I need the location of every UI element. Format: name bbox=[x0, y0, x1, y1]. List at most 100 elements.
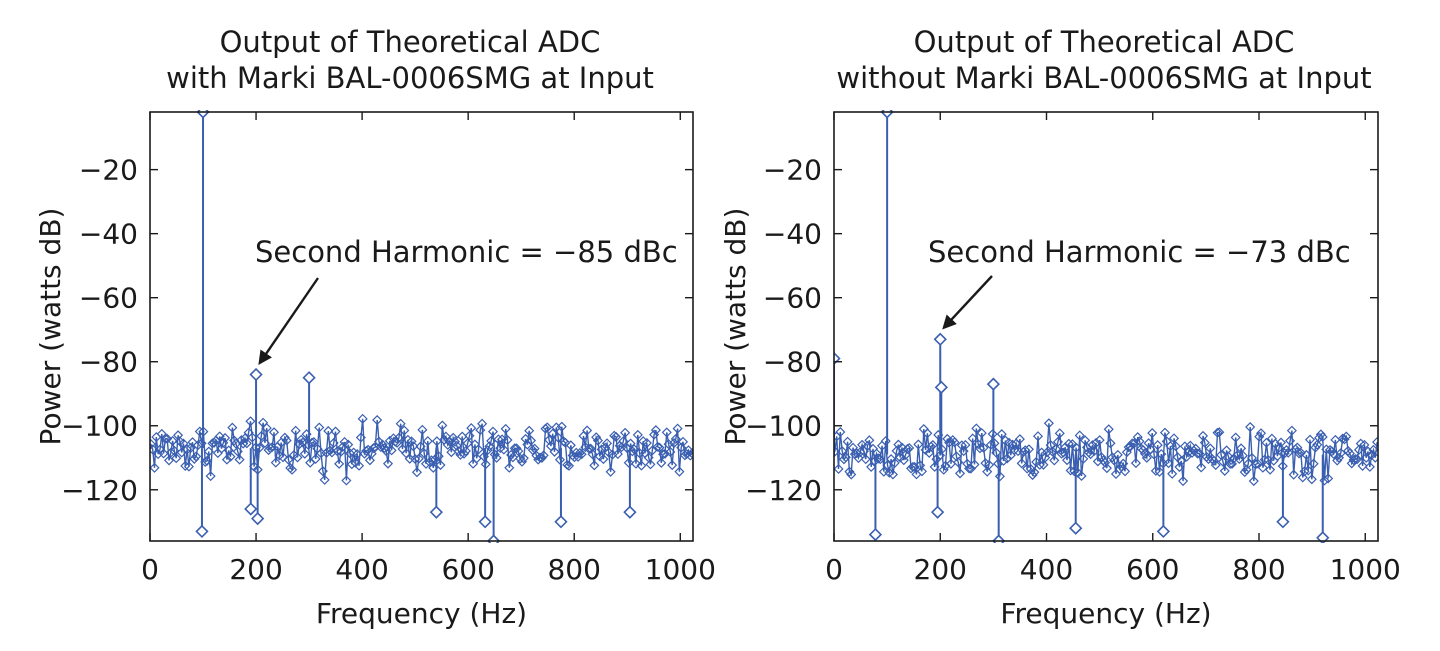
noise-marker bbox=[1152, 440, 1163, 451]
noise-marker bbox=[277, 452, 289, 463]
noise-marker bbox=[330, 426, 341, 437]
noise-marker bbox=[1308, 458, 1319, 469]
noise-marker bbox=[1076, 470, 1087, 482]
noise-marker bbox=[1020, 445, 1031, 456]
x-tick-label: 800 bbox=[547, 553, 600, 586]
noise-marker bbox=[1208, 455, 1219, 466]
noise-marker bbox=[904, 442, 915, 454]
chart-title-line-2: with Marki BAL-0006SMG at Input bbox=[166, 61, 654, 95]
noise-marker bbox=[377, 439, 388, 450]
noise-marker bbox=[234, 454, 245, 465]
noise-marker bbox=[1283, 447, 1294, 458]
noise-marker bbox=[417, 424, 428, 435]
noise-marker bbox=[922, 428, 933, 439]
noise-marker bbox=[844, 466, 855, 477]
noise-marker bbox=[1063, 438, 1074, 449]
noise-marker bbox=[524, 425, 535, 436]
noise-marker bbox=[354, 460, 365, 471]
noise-marker bbox=[328, 437, 339, 449]
noise-marker bbox=[515, 453, 526, 464]
noise-marker bbox=[887, 469, 898, 480]
dip-marker bbox=[429, 505, 443, 519]
noise-marker bbox=[323, 425, 334, 437]
annotation-arrow bbox=[942, 275, 993, 330]
noise-marker bbox=[650, 425, 661, 436]
noise-marker bbox=[290, 425, 301, 436]
noise-marker bbox=[449, 436, 461, 447]
noise-marker bbox=[464, 430, 475, 441]
noise-marker bbox=[332, 446, 343, 457]
noise-marker bbox=[1089, 445, 1100, 457]
noise-marker bbox=[1350, 453, 1361, 465]
noise-marker bbox=[487, 426, 499, 437]
noise-marker bbox=[457, 431, 468, 442]
y-tick-label: −100 bbox=[745, 410, 822, 443]
noise-marker bbox=[279, 432, 290, 443]
noise-marker bbox=[1317, 431, 1328, 443]
noise-marker bbox=[971, 423, 982, 434]
noise-marker bbox=[296, 434, 307, 445]
chart-title-line-1: Output of Theoretical ADC bbox=[220, 25, 601, 59]
noise-marker bbox=[1156, 449, 1167, 460]
noise-marker bbox=[435, 459, 446, 471]
noise-marker bbox=[1323, 473, 1334, 484]
noise-marker bbox=[214, 431, 225, 442]
noise-marker bbox=[1130, 458, 1141, 469]
noise-marker bbox=[629, 444, 640, 455]
noise-marker bbox=[598, 454, 609, 465]
noise-marker bbox=[674, 466, 685, 477]
y-axis-label: Power (watts dB) bbox=[34, 208, 67, 446]
noise-marker bbox=[196, 438, 207, 449]
noise-marker bbox=[601, 438, 613, 449]
x-tick-label: 200 bbox=[914, 553, 967, 586]
noise-marker bbox=[1179, 441, 1190, 452]
axes-frame bbox=[149, 111, 694, 542]
dip-marker bbox=[623, 505, 637, 519]
noise-marker bbox=[913, 439, 924, 450]
noise-marker bbox=[862, 440, 873, 451]
noise-marker bbox=[489, 449, 500, 460]
noise-marker bbox=[1344, 448, 1355, 459]
noise-marker bbox=[209, 437, 220, 448]
noise-marker bbox=[632, 429, 643, 440]
noise-marker bbox=[1319, 475, 1330, 486]
noise-marker bbox=[663, 439, 674, 450]
peak-marker bbox=[934, 380, 948, 394]
noise-marker bbox=[413, 453, 424, 464]
noise-marker bbox=[978, 442, 989, 453]
noise-marker bbox=[1176, 455, 1187, 467]
noise-marker bbox=[207, 438, 218, 449]
noise-marker bbox=[263, 445, 274, 456]
noise-marker bbox=[458, 448, 470, 459]
noise-marker bbox=[185, 442, 196, 453]
noise-marker bbox=[1203, 454, 1214, 465]
x-tick-label: 0 bbox=[141, 553, 159, 586]
noise-marker bbox=[535, 452, 546, 463]
noise-marker bbox=[1259, 454, 1270, 465]
x-tick-label: 1000 bbox=[1330, 553, 1401, 586]
noise-marker bbox=[408, 441, 419, 452]
noise-marker bbox=[308, 437, 319, 448]
noise-marker bbox=[576, 449, 587, 460]
peak-marker bbox=[986, 377, 1001, 391]
noise-marker bbox=[475, 425, 486, 436]
noise-marker bbox=[1205, 443, 1216, 454]
noise-marker bbox=[1071, 442, 1082, 453]
noise-marker bbox=[545, 441, 556, 452]
noise-marker bbox=[1100, 457, 1111, 468]
noise-marker bbox=[150, 444, 158, 455]
noise-marker bbox=[976, 428, 987, 439]
noise-marker bbox=[1043, 418, 1054, 429]
noise-marker bbox=[587, 449, 598, 460]
peak-marker bbox=[302, 371, 316, 385]
noise-marker bbox=[953, 457, 964, 468]
noise-marker bbox=[379, 443, 390, 454]
noise-marker bbox=[372, 414, 383, 426]
noise-marker bbox=[453, 446, 464, 457]
noise-marker bbox=[954, 468, 966, 479]
series-group bbox=[150, 110, 693, 543]
noise-marker bbox=[585, 443, 596, 454]
noise-marker bbox=[1255, 428, 1267, 439]
noise-marker bbox=[1314, 432, 1325, 443]
